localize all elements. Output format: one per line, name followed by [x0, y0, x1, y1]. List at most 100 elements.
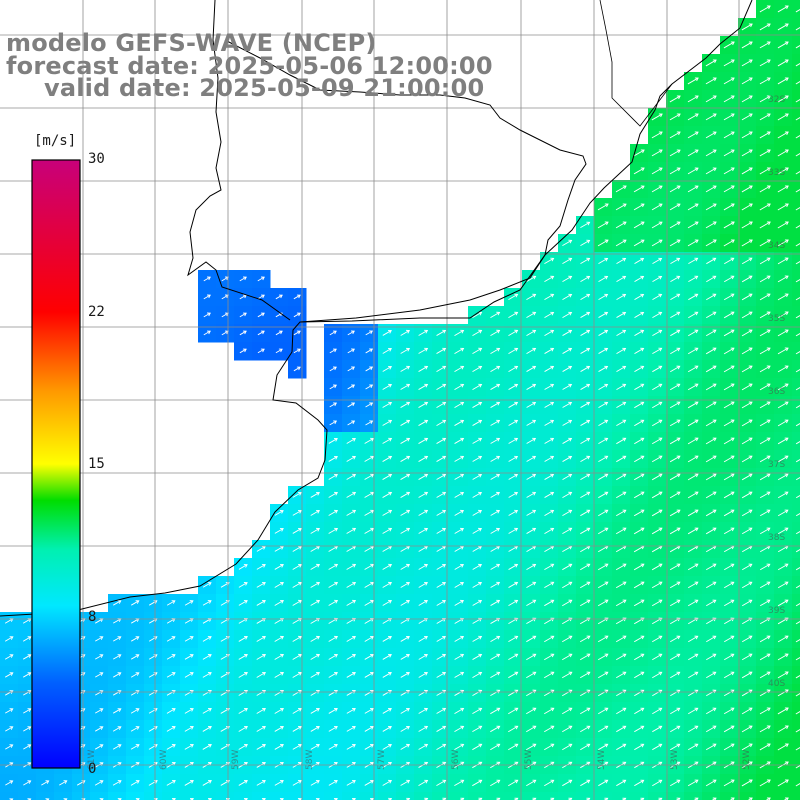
lon-label: 60W: [159, 750, 169, 770]
wind-arrow: [23, 672, 32, 678]
wind-arrow: [256, 564, 266, 570]
wind-arrow: [490, 563, 501, 570]
wind-arrow: [436, 347, 447, 354]
wind-arrow: [490, 599, 501, 606]
wind-arrow: [490, 635, 501, 642]
wind-arrow: [189, 797, 194, 800]
wind-arrow: [544, 779, 555, 787]
wind-arrow: [675, 797, 681, 800]
wind-arrow: [687, 383, 699, 391]
wind-arrow: [616, 365, 627, 372]
field-cell: [0, 792, 19, 800]
wind-arrow: [405, 797, 411, 800]
wind-arrow: [328, 473, 339, 480]
wind-arrow: [705, 203, 717, 211]
wind-arrow: [759, 167, 771, 175]
wind-arrow: [130, 672, 140, 678]
wind-arrow: [633, 509, 645, 517]
wind-arrow: [723, 779, 735, 787]
wind-arrow: [669, 563, 681, 571]
wind-arrow: [741, 311, 753, 319]
wind-arrow: [777, 419, 789, 427]
wind-arrow: [203, 330, 211, 336]
wind-arrow: [261, 798, 266, 800]
wind-arrow: [364, 707, 374, 714]
wind-arrow: [418, 743, 429, 750]
wind-arrow: [669, 167, 681, 175]
wind-arrow: [670, 725, 681, 733]
wind-arrow: [651, 239, 663, 247]
wind-arrow: [669, 419, 681, 427]
wind-arrow: [777, 779, 789, 787]
wind-arrow: [441, 797, 447, 800]
wind-arrow: [795, 747, 800, 751]
wind-arrow: [346, 744, 356, 750]
wind-arrow: [382, 689, 392, 696]
wind-arrow: [329, 330, 337, 336]
wind-arrow: [454, 527, 465, 534]
wind-arrow: [705, 185, 717, 193]
wind-arrow: [544, 419, 555, 426]
wind-arrow: [526, 671, 537, 679]
wind-arrow: [652, 329, 663, 337]
wind-arrow: [400, 527, 411, 534]
wind-arrow: [454, 671, 465, 678]
wind-arrow: [490, 707, 501, 715]
field-cell: [432, 792, 451, 800]
lon-label: 59W: [231, 750, 241, 770]
wind-arrow: [544, 401, 555, 408]
field-cell: [792, 648, 800, 667]
wind-arrow: [741, 59, 753, 67]
wind-arrow: [693, 797, 699, 800]
wind-arrow: [795, 279, 800, 283]
wind-arrow: [4, 636, 14, 642]
wind-arrow: [526, 383, 537, 390]
wind-arrow: [777, 329, 789, 337]
wind-arrow: [687, 455, 699, 463]
wind-arrow: [292, 671, 303, 678]
wind-arrow: [113, 600, 122, 606]
wind-arrow: [652, 257, 663, 264]
wind-arrow: [777, 185, 789, 193]
wind-arrow: [41, 780, 50, 786]
wind-arrow: [418, 509, 429, 516]
wind-arrow: [400, 743, 411, 750]
wind-arrow: [436, 365, 447, 372]
lat-label: 32S: [768, 95, 785, 105]
wind-arrow: [777, 563, 789, 571]
wind-arrow: [22, 654, 32, 660]
wind-arrow: [651, 563, 663, 571]
field-cell: [792, 738, 800, 757]
wind-arrow: [741, 671, 753, 679]
wind-arrow: [112, 744, 122, 750]
wind-arrow: [598, 365, 609, 372]
wind-arrow: [741, 95, 753, 103]
wind-arrow: [759, 599, 771, 607]
wind-arrow: [508, 509, 519, 516]
wind-arrow: [562, 419, 573, 426]
wind-arrow: [723, 167, 735, 175]
field-cell: [36, 792, 55, 800]
wind-arrow: [544, 725, 555, 733]
wind-arrow: [382, 365, 393, 372]
wind-arrow: [580, 221, 591, 229]
wind-arrow: [347, 384, 356, 390]
wind-arrow: [687, 581, 699, 589]
wind-arrow: [562, 581, 573, 589]
wind-arrow: [544, 707, 555, 715]
field-cell: [270, 792, 289, 800]
field-cell: [216, 792, 235, 800]
wind-arrow: [490, 581, 501, 588]
wind-arrow: [436, 437, 447, 444]
field-cell: [792, 540, 800, 559]
wind-arrow: [382, 383, 393, 390]
wind-arrow: [616, 437, 627, 445]
wind-arrow: [567, 797, 573, 800]
wind-arrow: [400, 725, 411, 732]
wind-arrow: [616, 671, 627, 679]
wind-arrow: [723, 419, 735, 427]
wind-arrow: [580, 455, 591, 462]
wind-arrow: [669, 149, 681, 157]
wind-arrow: [418, 635, 428, 642]
wind-arrow: [239, 348, 247, 354]
